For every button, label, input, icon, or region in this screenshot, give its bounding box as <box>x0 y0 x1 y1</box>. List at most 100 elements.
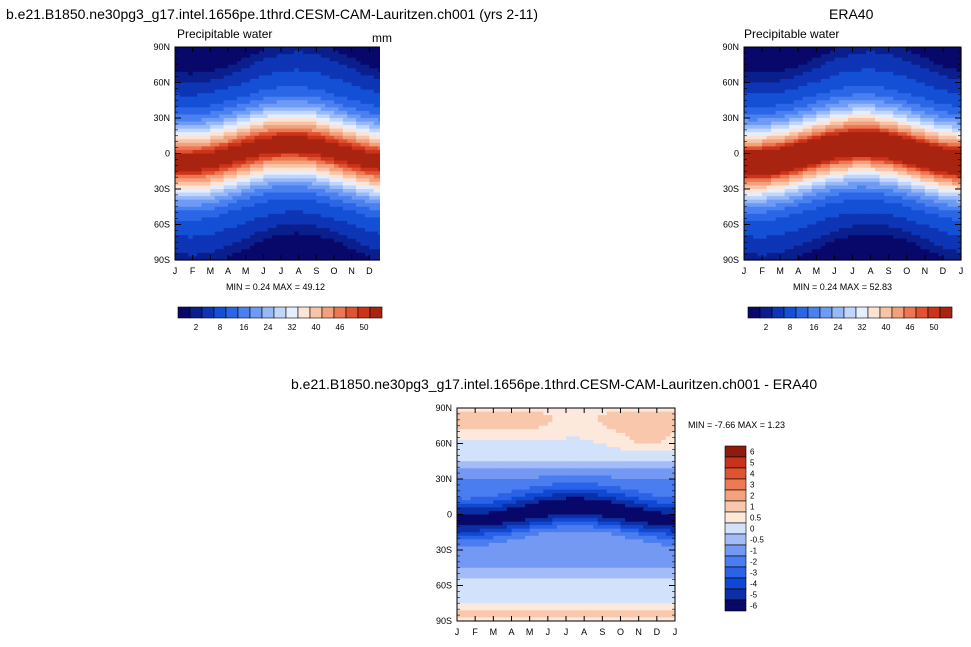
heatmap-cell <box>911 89 917 94</box>
heatmap-cell <box>285 196 291 201</box>
heatmap-cell <box>857 107 863 112</box>
heatmap-cell <box>219 50 225 55</box>
heatmap-cell <box>789 71 795 76</box>
heatmap-cell <box>338 235 344 240</box>
heatmap-cell <box>378 135 380 140</box>
heatmap-cell <box>793 189 799 194</box>
heatmap-cell <box>258 78 264 84</box>
heatmap-cell <box>311 174 317 179</box>
heatmap-cell <box>757 93 763 98</box>
heatmap-cell <box>267 75 273 80</box>
heatmap-cell <box>303 242 309 247</box>
heatmap-cell <box>829 107 836 112</box>
heatmap-cell <box>843 128 849 133</box>
heatmap-cell <box>276 174 282 179</box>
heatmap-cell <box>807 135 813 140</box>
heatmap-cell <box>766 96 772 101</box>
heatmap-cell <box>847 103 854 108</box>
heatmap-cell <box>915 89 921 94</box>
heatmap-cell <box>753 153 759 158</box>
heatmap-cell <box>356 68 362 73</box>
heatmap-cell <box>780 174 786 179</box>
heatmap-cell <box>364 174 370 179</box>
heatmap-cell <box>951 110 958 116</box>
heatmap-cell <box>757 89 763 94</box>
heatmap-cell <box>276 220 282 226</box>
heatmap-cell <box>748 135 754 140</box>
heatmap-cell <box>771 174 777 179</box>
heatmap-cell <box>771 75 777 80</box>
heatmap-cell <box>263 217 269 222</box>
heatmap-cell <box>825 189 831 194</box>
heatmap-cell <box>311 249 317 254</box>
heatmap-cell <box>906 96 912 101</box>
heatmap-cell <box>852 135 858 140</box>
heatmap-cell <box>219 139 225 144</box>
heatmap-cell <box>325 196 331 201</box>
heatmap-cell <box>272 93 278 98</box>
heatmap-cell <box>325 86 331 91</box>
heatmap-cell <box>219 245 225 250</box>
heatmap-cell <box>214 185 220 190</box>
heatmap-cell <box>378 252 380 258</box>
heatmap-cell <box>807 128 813 133</box>
heatmap-cell <box>364 231 370 236</box>
x-tick-label: S <box>313 266 319 276</box>
heatmap-cell <box>861 178 867 183</box>
heatmap-cell <box>780 64 786 69</box>
heatmap-cell <box>798 110 804 116</box>
heatmap-cell <box>825 57 831 62</box>
heatmap-cell <box>369 157 375 162</box>
heatmap-cell <box>245 107 251 112</box>
heatmap-cell <box>245 245 251 250</box>
heatmap-cell <box>866 78 872 84</box>
heatmap-cell <box>258 86 264 91</box>
heatmap-cell <box>906 64 912 69</box>
heatmap-cell <box>347 103 353 108</box>
heatmap-cell <box>245 256 251 261</box>
heatmap-cell <box>956 100 962 105</box>
heatmap-cell <box>272 224 278 229</box>
heatmap-cell <box>879 89 885 94</box>
heatmap-cell <box>369 139 375 144</box>
heatmap-cell <box>228 71 234 76</box>
heatmap-cell <box>192 242 198 247</box>
heatmap-cell <box>285 256 291 261</box>
heatmap-cell <box>258 231 264 236</box>
heatmap-cell <box>757 78 763 84</box>
heatmap-cell <box>254 245 260 250</box>
heatmap-cell <box>347 50 353 55</box>
heatmap-cell <box>378 224 380 229</box>
heatmap-cell <box>325 199 331 204</box>
heatmap-cell <box>267 54 273 59</box>
heatmap-cell <box>289 82 295 87</box>
heatmap-cell <box>179 256 185 261</box>
heatmap-cell <box>320 75 326 80</box>
heatmap-cell <box>258 68 264 73</box>
heatmap-cell <box>298 178 304 183</box>
heatmap-cell <box>942 128 949 133</box>
heatmap-cell <box>857 171 863 176</box>
heatmap-cell <box>879 121 885 126</box>
heatmap-cell <box>281 167 287 172</box>
heatmap-cell <box>232 47 238 52</box>
heatmap-cell <box>933 71 939 76</box>
heatmap-cell <box>298 171 304 176</box>
heatmap-cell <box>947 64 953 69</box>
heatmap-cell <box>347 238 353 243</box>
heatmap-cell <box>272 89 278 94</box>
heatmap-cell <box>205 64 211 69</box>
heatmap-cell <box>258 199 264 204</box>
heatmap-cell <box>210 132 216 137</box>
heatmap-cell <box>879 100 885 105</box>
heatmap-cell <box>793 157 799 162</box>
heatmap-cell <box>316 146 322 151</box>
heatmap-cell <box>298 153 304 158</box>
heatmap-cell <box>947 153 953 158</box>
heatmap-cell <box>825 110 831 116</box>
heatmap-cell <box>311 167 317 172</box>
heatmap-cell <box>915 178 921 183</box>
heatmap-cell <box>838 96 845 101</box>
heatmap-cell <box>884 64 890 69</box>
heatmap-cell <box>938 103 944 108</box>
